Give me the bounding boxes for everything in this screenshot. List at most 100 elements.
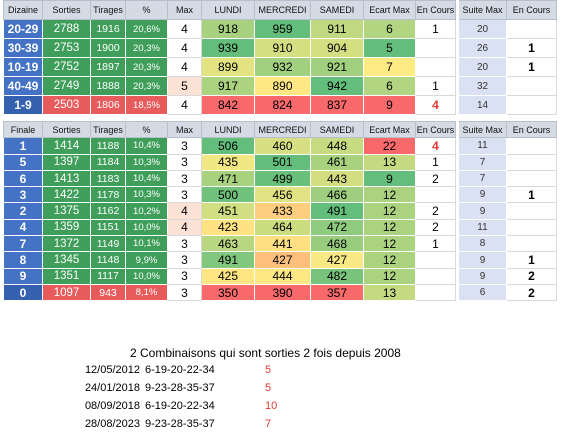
tirages-cell: 1183 (90, 169, 126, 188)
en-cours-suite-cell: 1 (506, 251, 557, 269)
ecart-max-cell: 5 (363, 38, 416, 58)
percent-cell: 10,4% (125, 169, 168, 188)
en-cours-cell (415, 38, 456, 58)
percent-cell: 20,6% (125, 19, 168, 39)
ecart-max-cell: 12 (363, 267, 416, 285)
column-header: Ecart Max (363, 0, 416, 20)
lundi-cell: 425 (201, 267, 255, 285)
tirages-cell: 1184 (90, 153, 126, 171)
mercredi-cell: 824 (254, 95, 311, 115)
max-cell: 3 (167, 137, 202, 155)
finale-label: 1 (3, 137, 43, 155)
history-date: 08/09/2018 (84, 400, 140, 412)
table-row: 9 1351 1117 10,0% 3 425 444 482 12 9 2 (3, 267, 557, 285)
max-cell: 3 (167, 267, 202, 285)
history-gap: 5 (265, 382, 272, 394)
tirages-cell: 1178 (90, 186, 126, 204)
max-cell: 3 (167, 235, 202, 253)
en-cours-cell (415, 57, 456, 77)
lundi-cell: 506 (201, 137, 255, 155)
history-gap: 10 (265, 400, 278, 412)
finale-label: 9 (3, 267, 43, 285)
ecart-max-cell: 12 (363, 186, 416, 204)
en-cours-cell: 1 (415, 235, 456, 253)
finale-label: 0 (3, 283, 43, 302)
lundi-cell: 899 (201, 57, 255, 77)
tirages-cell: 943 (90, 283, 126, 302)
en-cours-cell (415, 267, 456, 285)
finale-label: 7 (3, 235, 43, 253)
en-cours-suite-cell: 1 (506, 186, 557, 204)
en-cours-cell (415, 251, 456, 269)
samedi-cell: 482 (310, 267, 364, 285)
column-header: Sorties (42, 0, 91, 20)
ecart-max-cell: 12 (363, 251, 416, 269)
history-date: 24/01/2018 (84, 382, 140, 394)
tirages-cell: 1188 (90, 137, 126, 155)
en-cours-suite-cell (506, 153, 557, 171)
en-cours-suite-cell (506, 137, 557, 155)
mercredi-cell: 441 (254, 235, 311, 253)
mercredi-cell: 444 (254, 267, 311, 285)
samedi-cell: 904 (310, 38, 364, 58)
column-header: SAMEDI (310, 120, 364, 139)
mercredi-cell: 932 (254, 57, 311, 77)
ecart-max-cell: 13 (363, 283, 416, 302)
suite-max-cell: 9 (458, 186, 507, 204)
history-combination: 9-23-28-35-37 (145, 418, 215, 430)
mercredi-cell: 499 (254, 169, 311, 188)
header-row: Dizaine Sorties Tirages% Max LUNDI MERCREDI SA… (3, 0, 557, 20)
en-cours-cell: 1 (415, 19, 456, 39)
sorties-cell: 1372 (42, 235, 91, 253)
finale-label: 3 (3, 186, 43, 204)
suite-max-cell: 14 (458, 95, 507, 115)
column-header: Tirages (90, 0, 126, 20)
sorties-cell: 2749 (42, 76, 91, 96)
max-cell: 3 (167, 251, 202, 269)
ecart-max-cell: 13 (363, 153, 416, 171)
mercredi-cell: 390 (254, 283, 311, 302)
max-cell: 4 (167, 57, 202, 77)
column-header: Tirages (90, 120, 126, 139)
lundi-cell: 917 (201, 76, 255, 96)
column-header: LUNDI (201, 0, 255, 20)
samedi-cell: 443 (310, 169, 364, 188)
history-row: 12/05/2012 6-19-20-22-34 5 (65, 364, 305, 380)
en-cours-suite-cell: 2 (506, 283, 557, 302)
history-row: 24/01/2018 9-23-28-35-37 5 (65, 382, 305, 398)
samedi-cell: 427 (310, 251, 364, 269)
percent-cell: 18,5% (125, 95, 168, 115)
max-cell: 3 (167, 186, 202, 204)
table-row: 2 1375 1162 10,2% 4 451 433 491 12 2 9 (3, 202, 557, 220)
tirages-cell: 1148 (90, 251, 126, 269)
column-header: MERCREDI (254, 120, 311, 139)
tirages-cell: 1149 (90, 235, 126, 253)
suite-max-cell: 32 (458, 76, 507, 96)
lundi-cell: 491 (201, 251, 255, 269)
column-header: En Cours (506, 0, 557, 20)
table-row: 1-9 2503 1806 18,5% 4 842 824 837 9 4 14 (3, 95, 557, 115)
percent-cell: 10,4% (125, 137, 168, 155)
sorties-cell: 2788 (42, 19, 91, 39)
suite-max-cell: 8 (458, 235, 507, 253)
sorties-cell: 1097 (42, 283, 91, 302)
history-row: 28/08/2023 9-23-28-35-37 7 (65, 418, 305, 434)
summary-title: 2 Combinaisons qui sont sorties 2 fois d… (130, 346, 401, 360)
dizaine-label: 10-19 (3, 57, 43, 77)
table-row: 6 1413 1183 10,4% 3 471 499 443 9 2 7 (3, 169, 557, 188)
samedi-cell: 468 (310, 235, 364, 253)
ecart-max-cell: 12 (363, 202, 416, 220)
column-header: Max (167, 120, 202, 139)
column-header: Dizaine (3, 0, 43, 20)
tirages-cell: 1916 (90, 19, 126, 39)
mercredi-cell: 427 (254, 251, 311, 269)
mercredi-cell: 464 (254, 218, 311, 237)
mercredi-cell: 501 (254, 153, 311, 171)
column-header: MERCREDI (254, 0, 311, 20)
sorties-cell: 1375 (42, 202, 91, 220)
tirages-cell: 1151 (90, 218, 126, 237)
suite-max-cell: 11 (458, 137, 507, 155)
samedi-cell: 466 (310, 186, 364, 204)
column-header: En Cours (506, 120, 557, 139)
column-header: % (125, 120, 168, 139)
